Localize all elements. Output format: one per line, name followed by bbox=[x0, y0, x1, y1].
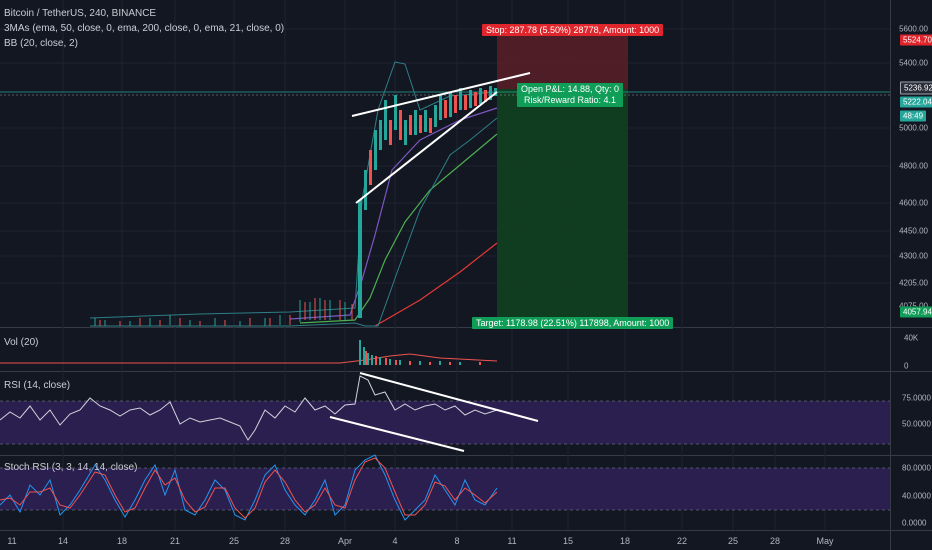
wedge-lower-line bbox=[355, 91, 498, 204]
pnl-label[interactable]: Open P&L: 14.88, Qty: 0 Risk/Reward Rati… bbox=[517, 83, 624, 107]
target-label[interactable]: Target: 1178.98 (22.51%) 117898, Amount:… bbox=[472, 317, 674, 329]
rsi-tick: 75.0000 bbox=[902, 393, 931, 403]
rr-text: Risk/Reward Ratio: 4.1 bbox=[524, 95, 617, 105]
timer-badge: 48:49 bbox=[900, 110, 927, 122]
rsi-band bbox=[0, 401, 890, 444]
time-tick: 25 bbox=[727, 536, 739, 546]
time-tick: 25 bbox=[228, 536, 240, 546]
vol-tick: 0 bbox=[904, 361, 909, 371]
time-tick: Apr bbox=[337, 536, 353, 546]
chart-title: Bitcoin / TetherUS, 240, BINANCE bbox=[4, 8, 157, 19]
time-tick: 14 bbox=[57, 536, 69, 546]
last-price-badge: 5222.04 bbox=[900, 96, 932, 108]
rsi-upper-trendline bbox=[359, 372, 539, 422]
pnl-text: Open P&L: 14.88, Qty: 0 bbox=[521, 84, 620, 94]
price-tick: 4300.00 bbox=[899, 251, 928, 261]
ma200-line bbox=[374, 242, 498, 327]
time-tick: May bbox=[816, 536, 834, 546]
time-tick: 28 bbox=[279, 536, 291, 546]
rsi-line bbox=[0, 375, 498, 441]
bb-upper bbox=[89, 61, 498, 319]
stop-label[interactable]: Stop: 287.78 (5.50%) 28778, Amount: 1000 bbox=[482, 24, 664, 36]
price-tick: 5000.00 bbox=[899, 123, 928, 133]
price-tick: 4450.00 bbox=[899, 226, 928, 236]
ma-legend[interactable]: 3MAs (ema, 50, close, 0, ema, 200, close… bbox=[4, 23, 285, 34]
time-tick: 4 bbox=[392, 536, 398, 546]
bb-legend[interactable]: BB (20, close, 2) bbox=[4, 38, 78, 49]
target-price-badge: 4057.94 bbox=[900, 306, 932, 318]
stoch-k-line bbox=[0, 454, 498, 521]
stoch-tick: 40.0000 bbox=[902, 491, 931, 501]
vol-tick: 40K bbox=[904, 333, 919, 343]
main-chart[interactable] bbox=[0, 0, 890, 530]
stop-zone bbox=[497, 30, 628, 89]
stoch-tick: 80.0000 bbox=[902, 463, 931, 473]
price-tick: 4600.00 bbox=[899, 198, 928, 208]
bb-lower bbox=[90, 117, 498, 327]
stoch-legend[interactable]: Stoch RSI (3, 3, 14, 14, close) bbox=[4, 462, 138, 473]
rsi-legend[interactable]: RSI (14, close) bbox=[4, 380, 71, 391]
time-tick: 8 bbox=[454, 536, 460, 546]
price-tick: 4800.00 bbox=[899, 161, 928, 171]
time-tick: 11 bbox=[7, 536, 17, 546]
price-tick: 5400.00 bbox=[899, 58, 928, 68]
rsi-tick: 50.0000 bbox=[902, 419, 931, 429]
price-tick: 5600.00 bbox=[899, 24, 928, 34]
stoch-band bbox=[0, 468, 890, 510]
time-tick: 11 bbox=[507, 536, 517, 546]
stop-price-badge: 5524.70 bbox=[900, 34, 932, 46]
time-tick: 28 bbox=[769, 536, 781, 546]
time-tick: 21 bbox=[169, 536, 181, 546]
ma21-line bbox=[289, 107, 498, 320]
stoch-tick: 0.0000 bbox=[902, 518, 927, 528]
price-tick: 4205.00 bbox=[899, 278, 928, 288]
time-tick: 15 bbox=[562, 536, 574, 546]
wedge-upper-line bbox=[351, 72, 531, 117]
current-price-badge: 5236.92 bbox=[900, 81, 932, 95]
rsi-lower-trendline bbox=[329, 416, 465, 452]
time-tick: 18 bbox=[619, 536, 631, 546]
price-axis[interactable]: 5600.00 5400.00 5000.00 4800.00 4600.00 … bbox=[890, 0, 932, 327]
target-zone bbox=[497, 89, 628, 320]
ma50-line bbox=[299, 133, 498, 324]
time-tick: 22 bbox=[676, 536, 688, 546]
volume-bars bbox=[0, 340, 498, 365]
stoch-d-line bbox=[0, 457, 498, 519]
time-tick: 18 bbox=[116, 536, 128, 546]
vol-legend[interactable]: Vol (20) bbox=[4, 337, 39, 348]
price-tick: 4075.00 bbox=[899, 302, 928, 311]
